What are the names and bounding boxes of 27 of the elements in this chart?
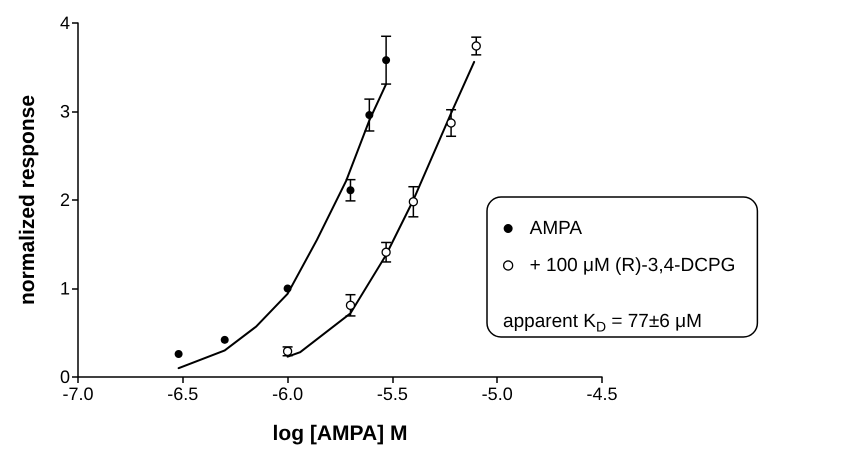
y-axis-title: normalized response [16, 94, 39, 306]
x-tick-label: -7.0 [62, 384, 94, 404]
point [174, 350, 183, 358]
point [346, 300, 356, 310]
x-tick-label: -6.0 [272, 384, 304, 404]
y-tick-label: 3 [60, 102, 70, 122]
point [446, 118, 456, 128]
x-tick-label: -6.5 [167, 384, 198, 404]
x-tick-label: -5.5 [376, 384, 408, 404]
y-tick-label: 1 [60, 278, 70, 298]
legend-label: + 100 μM (R)-3,4-DCPG [530, 255, 736, 276]
point [365, 111, 374, 120]
point [472, 41, 481, 51]
y-tick-label: 2 [60, 190, 70, 210]
x-tick-label: -4.5 [586, 384, 618, 404]
y-tick-label: 0 [60, 367, 70, 387]
point [382, 56, 390, 64]
legend-label: AMPA [530, 218, 582, 239]
point [284, 284, 292, 292]
point [408, 197, 418, 206]
x-axis-title: log [AMPA] M [272, 422, 408, 445]
point [381, 248, 391, 257]
y-tick-label: 4 [60, 13, 70, 33]
point [346, 186, 354, 194]
x-tick-label: -5.0 [482, 384, 513, 404]
point [220, 336, 229, 344]
line-series [286, 60, 476, 358]
